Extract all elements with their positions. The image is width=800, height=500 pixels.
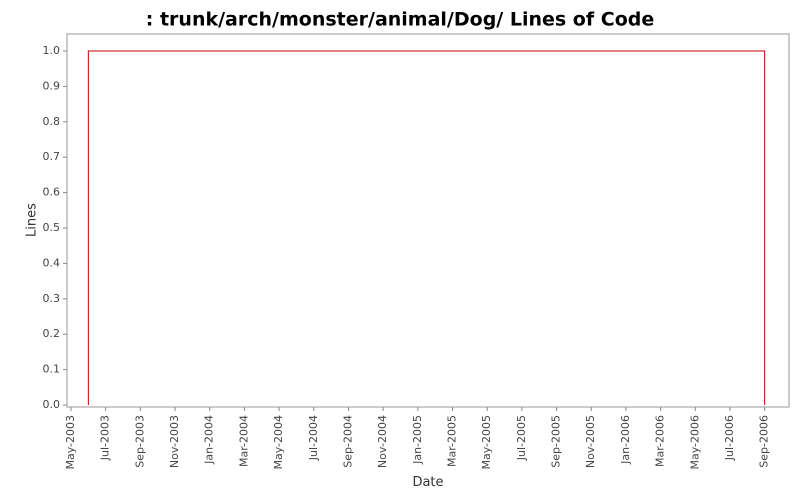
y-axis-title: Lines — [25, 203, 40, 237]
x-tick-label: Sep-2006 — [758, 415, 771, 468]
x-tick-label: Jul-2003 — [99, 415, 112, 461]
x-tick-label: May-2003 — [64, 415, 77, 470]
x-tick-label: May-2005 — [480, 415, 493, 470]
y-tick-label: 0.8 — [43, 115, 61, 128]
y-tick-label: 1.0 — [43, 44, 61, 57]
x-tick-label: Mar-2005 — [446, 415, 459, 467]
y-tick-label: 0.6 — [43, 186, 61, 199]
y-tick-label: 0.2 — [43, 327, 61, 340]
y-tick-label: 0.7 — [43, 150, 61, 163]
y-tick-label: 0.1 — [43, 363, 61, 376]
x-tick-label: Nov-2004 — [376, 415, 389, 468]
x-tick-label: Mar-2006 — [654, 415, 667, 467]
x-tick-label: Jul-2004 — [307, 415, 320, 461]
x-tick-label: May-2004 — [272, 415, 285, 470]
y-tick-label: 0.0 — [43, 398, 61, 411]
chart-title: : trunk/arch/monster/animal/Dog/ Lines o… — [146, 9, 654, 31]
x-tick-label: Mar-2004 — [237, 415, 250, 467]
x-axis-title: Date — [412, 475, 443, 490]
x-tick-label: Sep-2003 — [133, 415, 146, 468]
x-tick-label: Nov-2003 — [168, 415, 181, 468]
x-tick-label: Sep-2005 — [550, 415, 563, 468]
x-tick-label: Jan-2006 — [619, 415, 632, 465]
y-tick-label: 0.3 — [43, 292, 61, 305]
x-tick-label: Nov-2005 — [584, 415, 597, 468]
x-tick-label: Jan-2005 — [411, 415, 424, 465]
y-tick-label: 0.5 — [43, 221, 61, 234]
plot-area — [66, 33, 790, 408]
x-tick-label: Jan-2004 — [203, 415, 216, 465]
x-tick-label: Jul-2006 — [723, 415, 736, 461]
x-tick-label: Sep-2004 — [341, 415, 354, 468]
y-tick-label: 0.4 — [43, 256, 61, 269]
x-tick-label: May-2006 — [688, 415, 701, 470]
line-series — [87, 50, 766, 405]
y-tick-label: 0.9 — [43, 79, 61, 92]
x-tick-label: Jul-2005 — [515, 415, 528, 461]
